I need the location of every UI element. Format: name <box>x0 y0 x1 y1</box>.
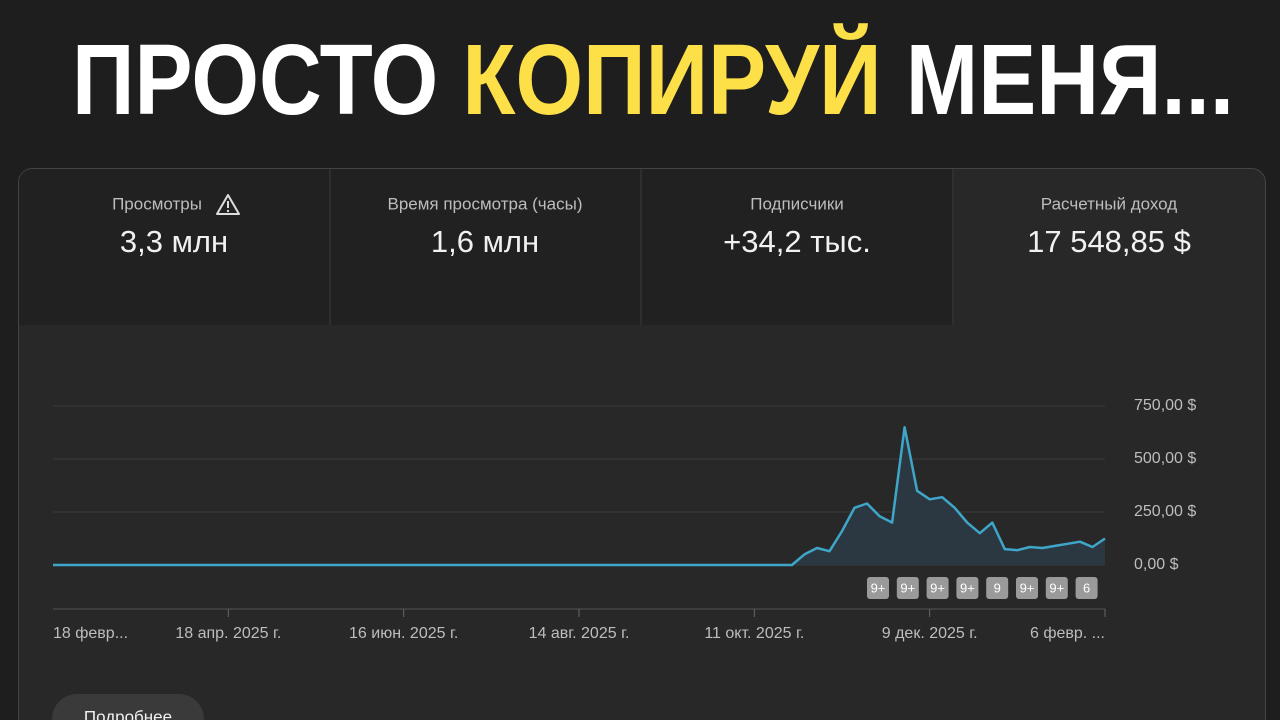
stat-label: Время просмотра (часы) <box>387 194 582 213</box>
warning-icon <box>216 194 240 215</box>
badge <box>986 577 1009 599</box>
stat-row-bg <box>19 169 953 325</box>
badge-label: 9+ <box>871 580 886 595</box>
x-tick-label: 6 февр. ... <box>1030 625 1105 642</box>
badge-label: 9+ <box>1020 580 1035 595</box>
area <box>53 427 1105 565</box>
headline-word: МЕНЯ... <box>906 24 1234 136</box>
badge-label: 6 <box>1083 580 1090 595</box>
stat-value: 3,3 млн <box>120 224 228 259</box>
y-tick-label: 250,00 $ <box>1134 503 1196 520</box>
line <box>53 425 1106 567</box>
badge-label: 9 <box>994 580 1001 595</box>
badge-label: 9+ <box>1049 580 1064 595</box>
badge <box>956 577 979 599</box>
badge <box>1016 577 1038 599</box>
x-tick-label: 16 июн. 2025 г. <box>349 625 458 642</box>
y-tick-label: 500,00 $ <box>1134 450 1196 467</box>
badge-label: 9+ <box>960 580 975 595</box>
x-tick-label: 18 апр. 2025 г. <box>175 625 281 642</box>
stat-value: 17 548,85 $ <box>1027 224 1191 259</box>
details-button-label[interactable]: Подробнее <box>84 707 172 720</box>
headline-word: ПРОСТО <box>72 24 438 136</box>
headline: ПРОСТО КОПИРУЙ МЕНЯ... <box>72 23 1234 136</box>
badge <box>1075 577 1098 599</box>
headline-word: КОПИРУЙ <box>462 23 881 136</box>
y-tick-label: 0,00 $ <box>1134 556 1179 573</box>
stat-value: 1,6 млн <box>431 224 539 259</box>
badge <box>926 577 949 599</box>
badge-label: 9+ <box>900 580 915 595</box>
stat-label: Подписчики <box>750 194 844 213</box>
x-tick-label: 18 февр... <box>53 625 128 642</box>
x-tick-label: 11 окт. 2025 г. <box>704 625 804 642</box>
badge-label: 9+ <box>930 580 945 595</box>
y-tick-label: 750,00 $ <box>1134 397 1196 414</box>
x-tick-label: 9 дек. 2025 г. <box>882 625 978 642</box>
x-tick-label: 14 авг. 2025 г. <box>529 625 630 642</box>
details-button[interactable] <box>52 694 204 720</box>
stat-label: Просмотры <box>112 194 202 213</box>
badge <box>1045 577 1068 599</box>
badge <box>867 577 889 599</box>
stat-label: Расчетный доход <box>1041 194 1177 213</box>
stat-value: +34,2 тыс. <box>723 224 871 259</box>
badge <box>896 577 919 599</box>
